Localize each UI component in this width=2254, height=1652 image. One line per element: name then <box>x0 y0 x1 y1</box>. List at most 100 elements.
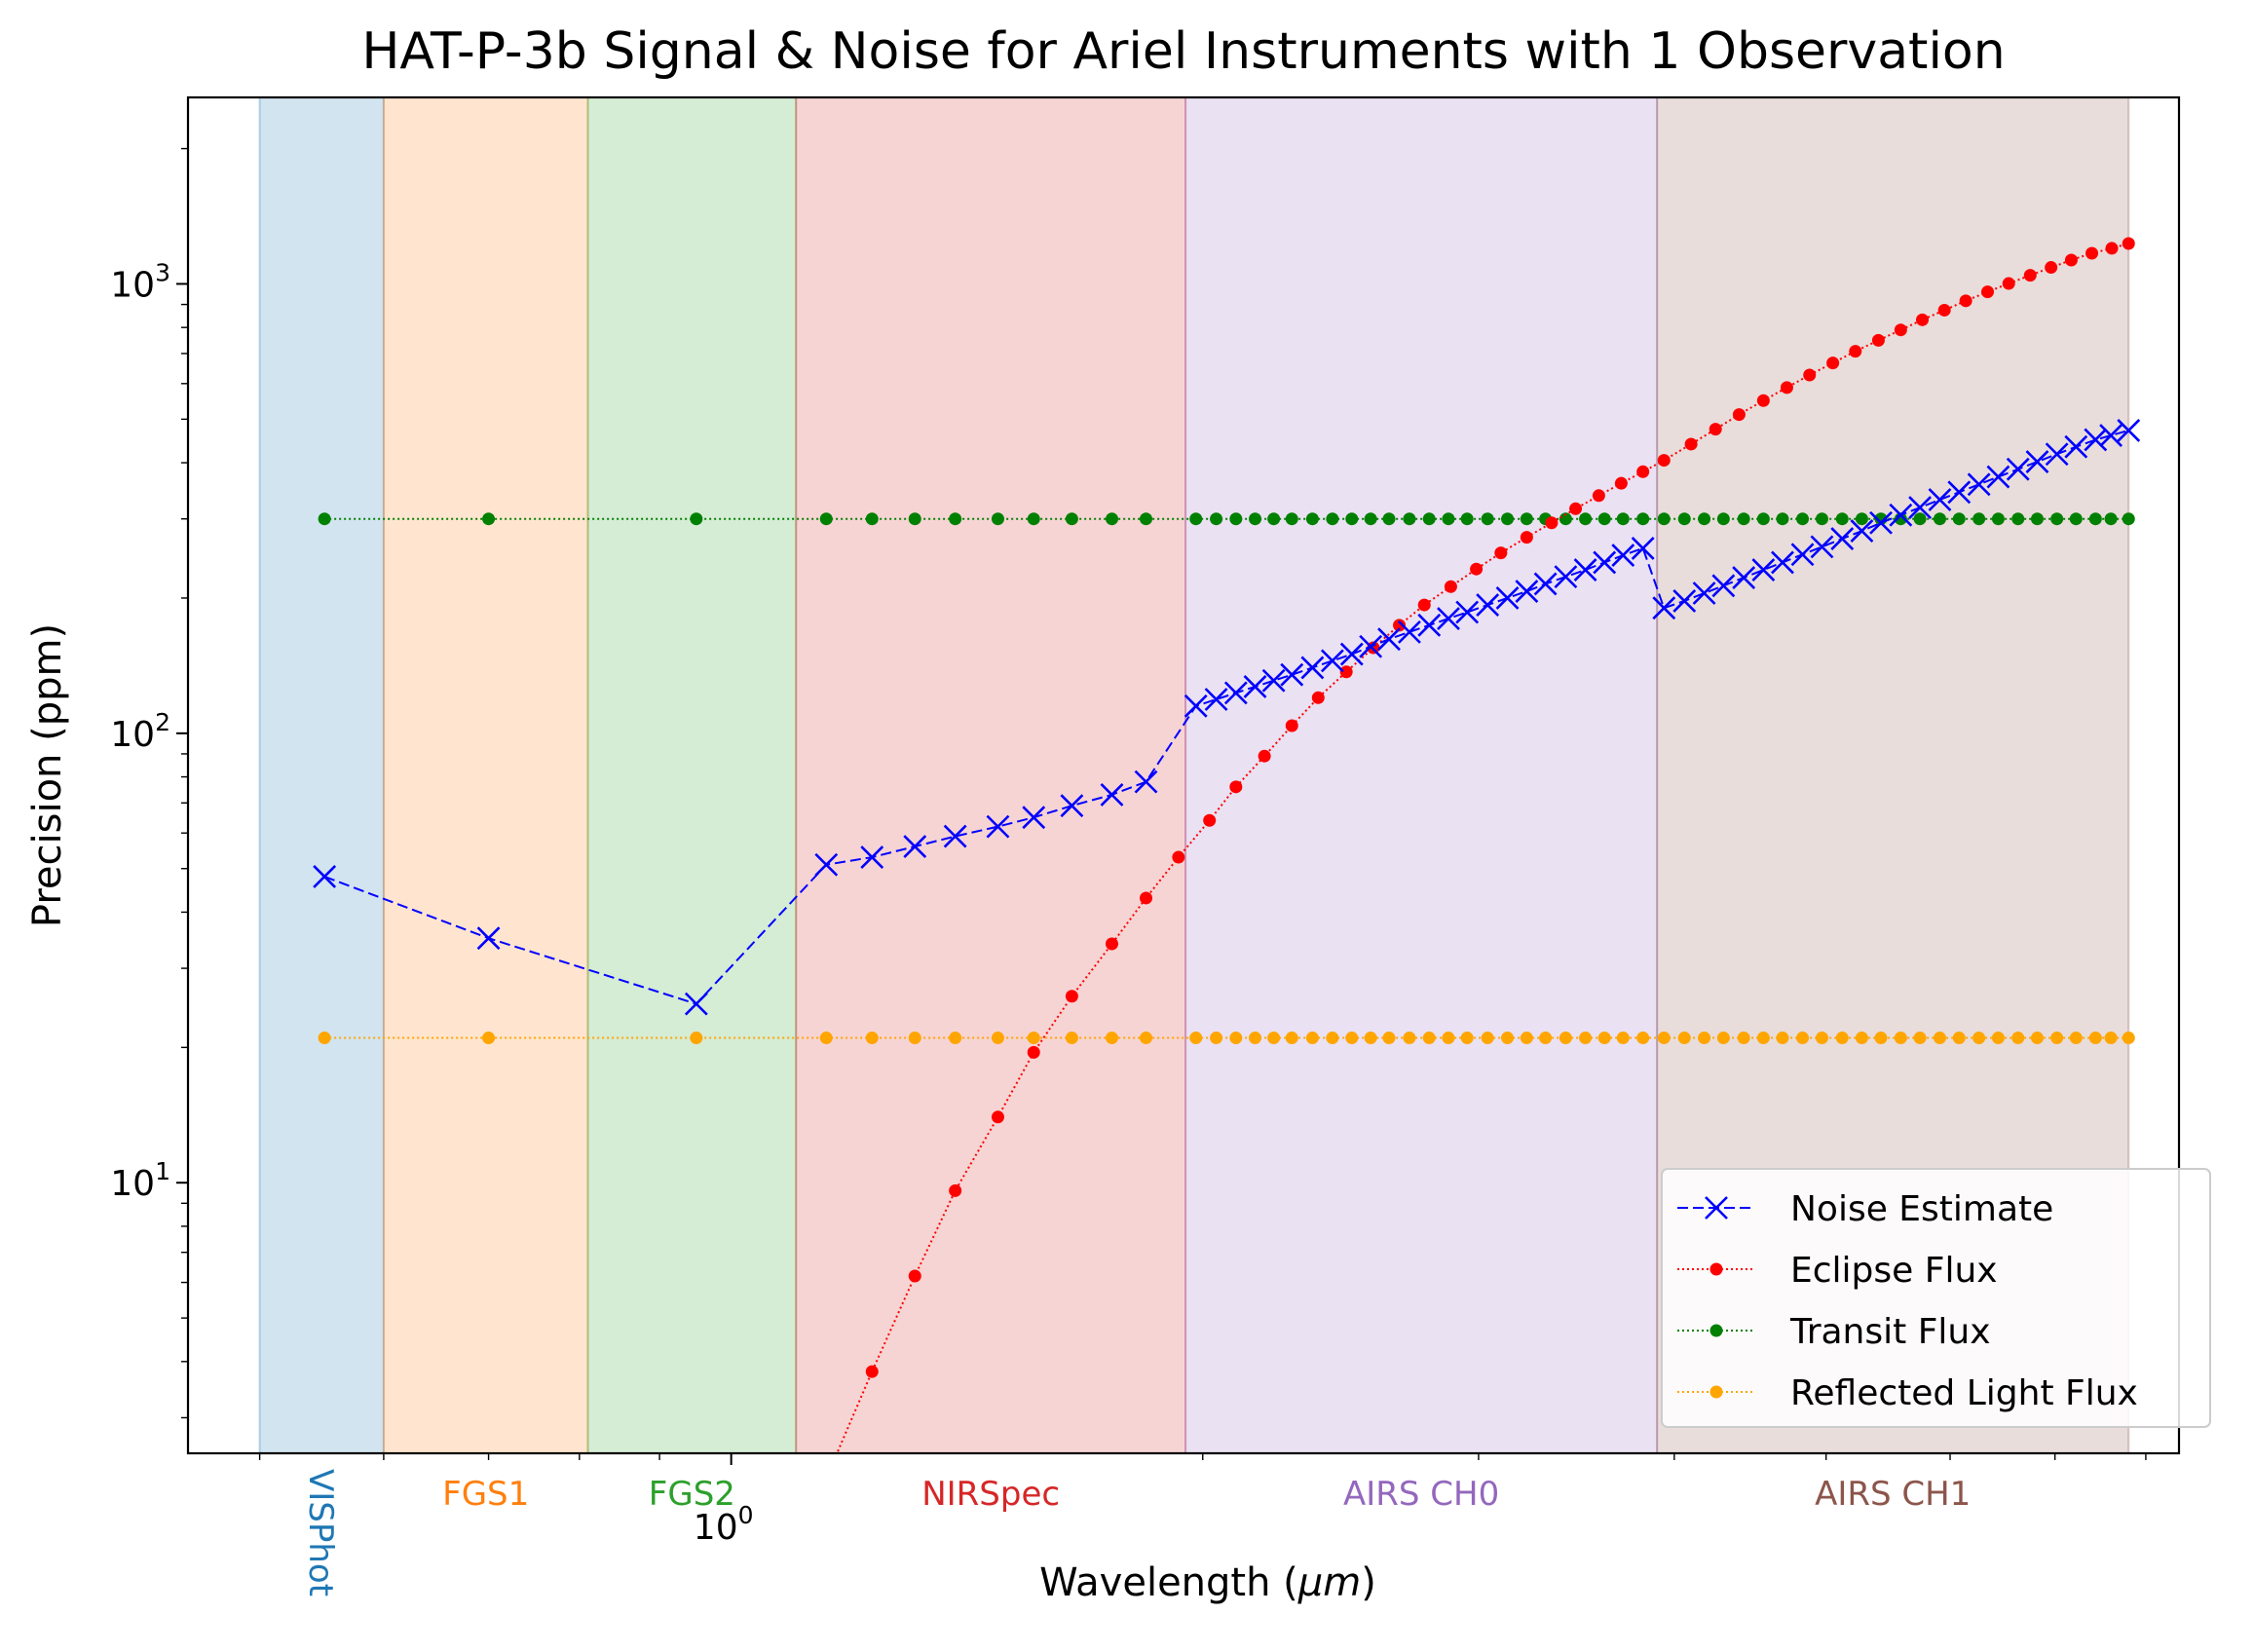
band-label: FGS1 <box>442 1475 529 1514</box>
legend: Noise Estimate Eclipse Flux Transit Flux Re… <box>1661 1168 2211 1428</box>
data-point <box>1210 1032 1223 1045</box>
data-point <box>1830 527 1855 550</box>
data-point <box>1022 806 1046 830</box>
legend-marker <box>1709 1324 1723 1337</box>
data-point <box>1393 619 1407 632</box>
data-point <box>865 1032 879 1045</box>
data-point <box>2117 418 2141 442</box>
data-point <box>1611 544 1635 567</box>
data-point <box>1756 512 1770 526</box>
data-point <box>1677 512 1691 526</box>
data-point <box>1835 512 1849 526</box>
data-point <box>1889 503 1913 527</box>
x-tick-label: 100 <box>694 1501 754 1548</box>
data-point <box>2050 512 2064 526</box>
data-point <box>1737 1032 1750 1045</box>
data-point <box>1614 476 1628 490</box>
band-3 <box>795 96 1187 1454</box>
data-point <box>949 512 962 526</box>
data-point <box>1855 1032 1868 1045</box>
legend-label: Noise Estimate <box>1790 1189 2053 1229</box>
data-point <box>991 1032 1004 1045</box>
data-point <box>1790 543 1815 567</box>
y-tick-label: 102 <box>110 708 170 755</box>
data-point <box>1972 1032 1986 1045</box>
data-point <box>690 1032 703 1045</box>
data-point <box>986 814 1010 839</box>
data-point <box>1947 480 1972 505</box>
data-point <box>1481 1032 1494 1045</box>
data-point <box>1986 465 2010 489</box>
data-point <box>1229 512 1243 526</box>
data-point <box>1320 649 1344 673</box>
data-point <box>1597 512 1611 526</box>
band-2 <box>586 96 798 1454</box>
data-point <box>1285 1032 1298 1045</box>
data-point <box>1810 535 1834 559</box>
series-line <box>836 243 2129 1453</box>
data-point <box>814 852 839 877</box>
data-point <box>1616 1032 1630 1045</box>
data-point <box>2069 1032 2083 1045</box>
chart-title: HAT-P-3b Signal & Noise for Ariel Instru… <box>361 22 2005 81</box>
x-axis-label: Wavelength (μm) <box>1039 1560 1376 1605</box>
data-point <box>865 1365 879 1378</box>
data-point <box>2105 242 2119 255</box>
data-point <box>1027 1045 1040 1059</box>
data-point <box>1249 1032 1262 1045</box>
data-point <box>482 512 496 526</box>
data-point <box>1359 634 1383 658</box>
data-point <box>1382 1032 1396 1045</box>
data-point <box>482 1032 496 1045</box>
data-point <box>1345 512 1359 526</box>
data-point <box>1065 990 1078 1003</box>
data-point <box>2025 450 2049 473</box>
data-point <box>1981 285 1995 299</box>
series-0 <box>313 418 2141 1016</box>
data-point <box>1908 496 1932 519</box>
band-1 <box>382 96 589 1454</box>
data-point <box>1991 512 2005 526</box>
data-point <box>684 992 708 1016</box>
band-4 <box>1184 96 1659 1454</box>
data-point <box>1267 512 1281 526</box>
data-point <box>1967 472 1991 497</box>
data-point <box>1559 512 1572 526</box>
data-point <box>1249 512 1262 526</box>
data-point <box>1826 357 1840 370</box>
data-point <box>2045 261 2058 275</box>
data-point <box>1771 550 1794 575</box>
data-point <box>1258 749 1271 763</box>
data-point <box>2085 246 2099 260</box>
data-point <box>1229 780 1243 794</box>
data-point <box>1592 489 1605 503</box>
data-point <box>991 512 1004 526</box>
data-point <box>820 1472 833 1484</box>
data-point <box>1377 627 1401 652</box>
data-point <box>318 1032 331 1045</box>
legend-marker <box>1709 1262 1723 1276</box>
series-2 <box>318 512 2135 526</box>
data-point <box>1835 1032 1849 1045</box>
data-point <box>1850 519 1874 544</box>
y-tick-label: 103 <box>110 258 170 305</box>
axis-ticks: VISPhot FGS1 FGS2 NIRSpec AIRS CH0 AIRS CH1 10… <box>110 147 2147 1596</box>
data-point <box>1756 394 1770 407</box>
data-point <box>1305 1032 1319 1045</box>
series-3 <box>318 1032 2135 1045</box>
band-label: FGS2 <box>649 1475 735 1514</box>
data-point <box>1382 512 1396 526</box>
data-point <box>1204 688 1228 711</box>
data-point <box>1140 512 1153 526</box>
data-point <box>2030 1032 2044 1045</box>
data-point <box>1894 323 1907 337</box>
data-point <box>1183 694 1208 718</box>
data-point <box>1652 596 1676 620</box>
data-point <box>1657 512 1671 526</box>
data-point <box>1916 313 1930 326</box>
band-0 <box>258 96 385 1454</box>
data-point <box>1972 512 1986 526</box>
data-series <box>313 237 2141 1484</box>
series-1 <box>820 237 2135 1484</box>
data-point <box>1422 512 1436 526</box>
